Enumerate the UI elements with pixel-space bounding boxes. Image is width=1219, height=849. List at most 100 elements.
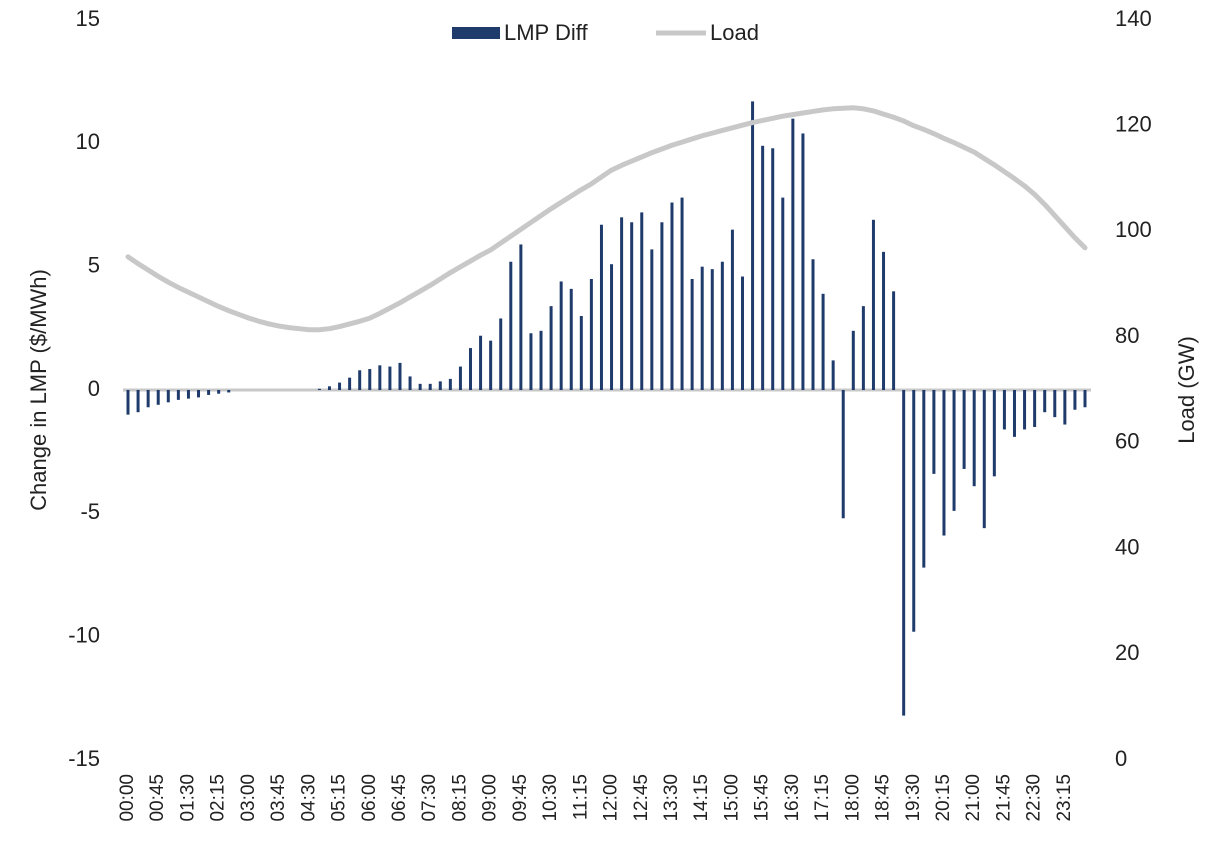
x-tick-label: 18:45 — [873, 774, 894, 822]
bar — [1012, 390, 1016, 437]
bar — [408, 376, 412, 390]
y-tick-label: 15 — [76, 6, 100, 31]
bar — [489, 340, 493, 390]
bar — [368, 369, 372, 390]
x-tick-label: 09:45 — [510, 774, 531, 822]
x-tick-label: 09:00 — [480, 774, 501, 822]
x-tick-label: 10:30 — [540, 774, 561, 822]
bar — [761, 145, 765, 390]
x-tick-label: 21:00 — [963, 774, 984, 822]
bar — [448, 378, 452, 390]
bar — [791, 118, 795, 391]
x-tick-label: 05:15 — [329, 774, 350, 822]
bar — [217, 390, 221, 394]
x-tick-label: 01:30 — [177, 774, 198, 822]
bar — [1073, 390, 1077, 410]
bar — [348, 377, 352, 390]
x-tick-label: 03:45 — [268, 774, 289, 822]
bar — [1023, 390, 1027, 430]
bar — [610, 264, 614, 390]
bar — [176, 390, 180, 400]
bar — [710, 269, 714, 390]
x-tick-label: 06:00 — [359, 774, 380, 822]
bar — [882, 251, 886, 390]
y2-tick-label: 0 — [1115, 746, 1127, 771]
bar — [136, 390, 140, 413]
y2-tick-label: 140 — [1115, 6, 1152, 31]
bar — [630, 222, 634, 390]
bar — [841, 390, 845, 519]
bar — [952, 390, 956, 511]
bar — [751, 101, 755, 391]
bar — [851, 330, 855, 390]
y-axis-label: Change in LMP ($/MWh) — [26, 269, 51, 511]
bar — [599, 224, 603, 390]
bar — [771, 148, 775, 390]
y-tick-label: -15 — [68, 746, 100, 771]
bar — [398, 362, 402, 390]
bar — [317, 388, 321, 390]
bar — [469, 348, 473, 390]
bar — [126, 390, 130, 415]
x-tick-label: 15:00 — [721, 774, 742, 822]
bar — [730, 229, 734, 390]
legend-swatch — [452, 27, 500, 39]
y-tick-label: -5 — [80, 499, 100, 524]
bar — [509, 261, 513, 390]
x-tick-label: 00:00 — [117, 774, 138, 822]
bar — [1043, 390, 1047, 413]
x-tick-label: 06:45 — [389, 774, 410, 822]
legend: LMP Diff Load — [452, 20, 759, 45]
bar — [912, 390, 916, 632]
x-tick-label: 03:00 — [238, 774, 259, 822]
bar — [801, 133, 805, 390]
bar — [549, 306, 553, 390]
x-tick-label: 04:30 — [298, 774, 319, 822]
bar — [1002, 390, 1006, 430]
bar — [640, 212, 644, 390]
x-tick-label: 02:15 — [208, 774, 229, 822]
y2-axis-label: Load (GW) — [1174, 336, 1199, 444]
bar — [861, 306, 865, 390]
bar — [690, 279, 694, 390]
y2-tick-label: 40 — [1115, 534, 1139, 559]
legend-label: LMP Diff — [504, 20, 588, 45]
bar — [458, 366, 462, 390]
bar — [700, 266, 704, 390]
y-tick-label: -10 — [68, 622, 100, 647]
bar — [579, 316, 583, 390]
bar — [1053, 390, 1057, 418]
bar — [992, 390, 996, 477]
y-tick-label: 0 — [88, 376, 100, 401]
y2-tick-label: 80 — [1115, 323, 1139, 348]
bar — [740, 276, 744, 390]
bar — [499, 318, 503, 390]
y-tick-label: 10 — [76, 129, 100, 154]
bar — [519, 244, 523, 390]
bar — [378, 365, 382, 390]
x-tick-label: 20:15 — [933, 774, 954, 822]
bar — [156, 390, 160, 405]
bar — [680, 197, 684, 390]
bar — [660, 222, 664, 390]
bar — [418, 383, 422, 390]
bar — [388, 366, 392, 390]
bar — [146, 390, 150, 408]
x-tick-label: 17:15 — [812, 774, 833, 822]
y-tick-label: 5 — [88, 252, 100, 277]
bar — [207, 390, 211, 395]
bar — [962, 390, 966, 469]
bar — [902, 390, 906, 716]
x-tick-label: 08:15 — [449, 774, 470, 822]
x-tick-label: 16:30 — [782, 774, 803, 822]
line — [125, 105, 1088, 333]
bar — [871, 219, 875, 390]
y2-tick-label: 120 — [1115, 112, 1152, 137]
bar — [942, 390, 946, 536]
x-tick-label: 15:45 — [752, 774, 773, 822]
x-tick-label: 11:15 — [570, 774, 591, 820]
bar — [338, 382, 342, 390]
x-tick-label: 18:00 — [842, 774, 863, 822]
bar — [539, 330, 543, 390]
